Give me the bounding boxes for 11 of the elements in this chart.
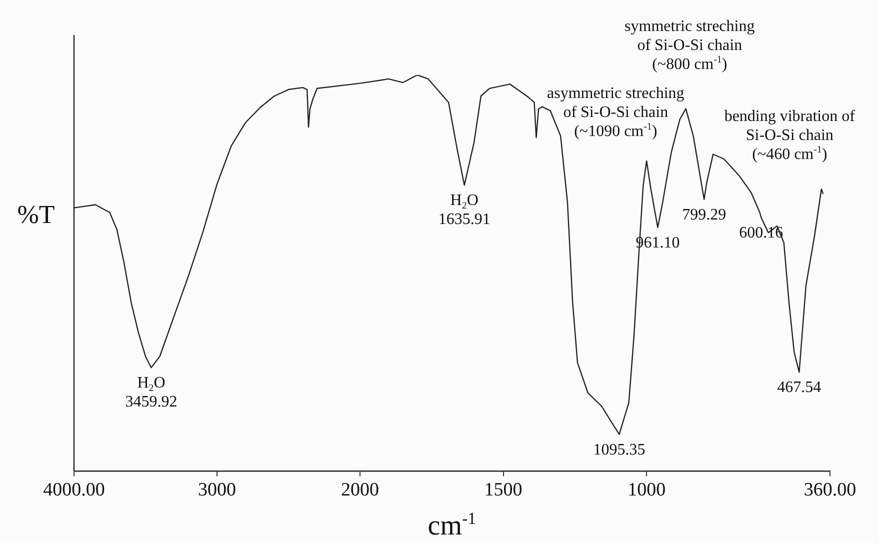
x-tick-label: 1500: [484, 480, 523, 501]
annotation: 1095.35: [594, 441, 646, 458]
annotation: 467.54: [778, 379, 822, 396]
x-tick-label: 360.00: [804, 480, 856, 501]
x-tick-label: 1000: [628, 480, 666, 501]
annotation: 799.29: [682, 206, 726, 224]
x-tick-label: 3000: [198, 480, 236, 501]
x-tick-label: 4000.00: [43, 480, 105, 501]
y-axis-title: %T: [17, 200, 55, 230]
x-axis-title: cm$^{-1}$: [428, 509, 476, 542]
x-tick-label: 2000: [341, 480, 379, 501]
